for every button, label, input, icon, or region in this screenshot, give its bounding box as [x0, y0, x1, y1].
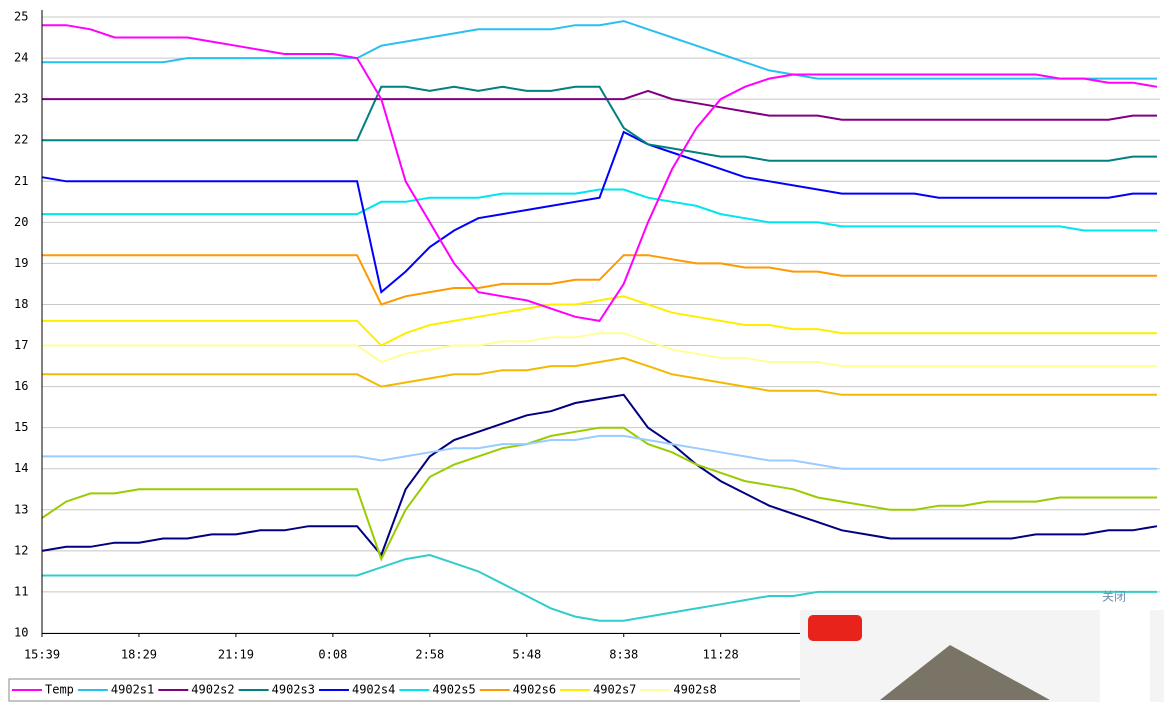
series-line: [42, 356, 1157, 396]
ad-close[interactable]: 关闭: [1102, 590, 1126, 604]
x-tick-label: 8:38: [609, 648, 638, 662]
ad-badge: [808, 615, 862, 641]
series-line: [42, 188, 1157, 232]
y-tick-label: 20: [14, 215, 28, 229]
series-layer: [41, 20, 1158, 622]
label-layer: 10 11 12 13 14 15 16 17 18 19 20 21 22 23 24 25 15:39 18:…: [14, 10, 739, 662]
y-tick-label: 24: [14, 51, 28, 65]
legend-label: 4902s5: [432, 683, 475, 697]
y-tick-label: 21: [14, 174, 28, 188]
y-tick-label: 10: [14, 626, 28, 640]
y-tick-label: 16: [14, 379, 28, 393]
y-tick-label: 12: [14, 543, 28, 557]
legend-label: Temp: [45, 683, 74, 697]
ad-overlay[interactable]: 关闭: [800, 590, 1164, 703]
y-tick-label: 11: [14, 584, 28, 598]
series-line: [42, 24, 1158, 322]
series-line: [41, 393, 1158, 557]
grid-layer: [42, 16, 1160, 634]
series-line: [42, 254, 1157, 306]
legend-label: 4902s3: [272, 683, 315, 697]
series-line: [42, 332, 1157, 368]
y-tick-label: 23: [14, 92, 28, 106]
y-tick-label: 18: [14, 297, 28, 311]
legend-label: 4902s1: [111, 683, 154, 697]
x-tick-label: 11:28: [703, 648, 739, 662]
y-tick-label: 13: [14, 502, 28, 516]
series-line: [42, 295, 1157, 347]
y-tick-label: 15: [14, 420, 28, 434]
x-tick-label: 5:48: [512, 648, 541, 662]
legend-label: 4902s7: [593, 683, 636, 697]
y-tick-label: 25: [14, 10, 28, 24]
legend-label: 4902s4: [352, 683, 395, 697]
y-tick-label: 17: [14, 338, 28, 352]
series-line: [42, 85, 1157, 162]
ad-panel: [1100, 610, 1150, 702]
x-tick-label: 18:29: [121, 648, 157, 662]
series-line: [42, 89, 1157, 121]
x-tick-label: 15:39: [24, 648, 60, 662]
legend-label: 4902s2: [191, 683, 234, 697]
series-line: [42, 553, 1157, 622]
series-line: [41, 426, 1157, 562]
y-tick-label: 22: [14, 133, 28, 147]
series-line: [42, 434, 1157, 470]
ad-image: [880, 645, 1050, 700]
legend-label: 4902s6: [513, 683, 556, 697]
x-tick-label: 2:58: [415, 648, 444, 662]
series-line: [41, 130, 1157, 294]
x-tick-label: 21:19: [218, 648, 254, 662]
x-tick-label: 0:08: [318, 648, 347, 662]
legend: Temp 4902s1 4902s2 4902s3 4902s4 4902s5 4902s6…: [12, 683, 717, 697]
y-tick-label: 14: [14, 461, 28, 475]
legend-label: 4902s8: [673, 683, 716, 697]
series-line: [42, 20, 1157, 80]
y-tick-label: 19: [14, 256, 28, 270]
